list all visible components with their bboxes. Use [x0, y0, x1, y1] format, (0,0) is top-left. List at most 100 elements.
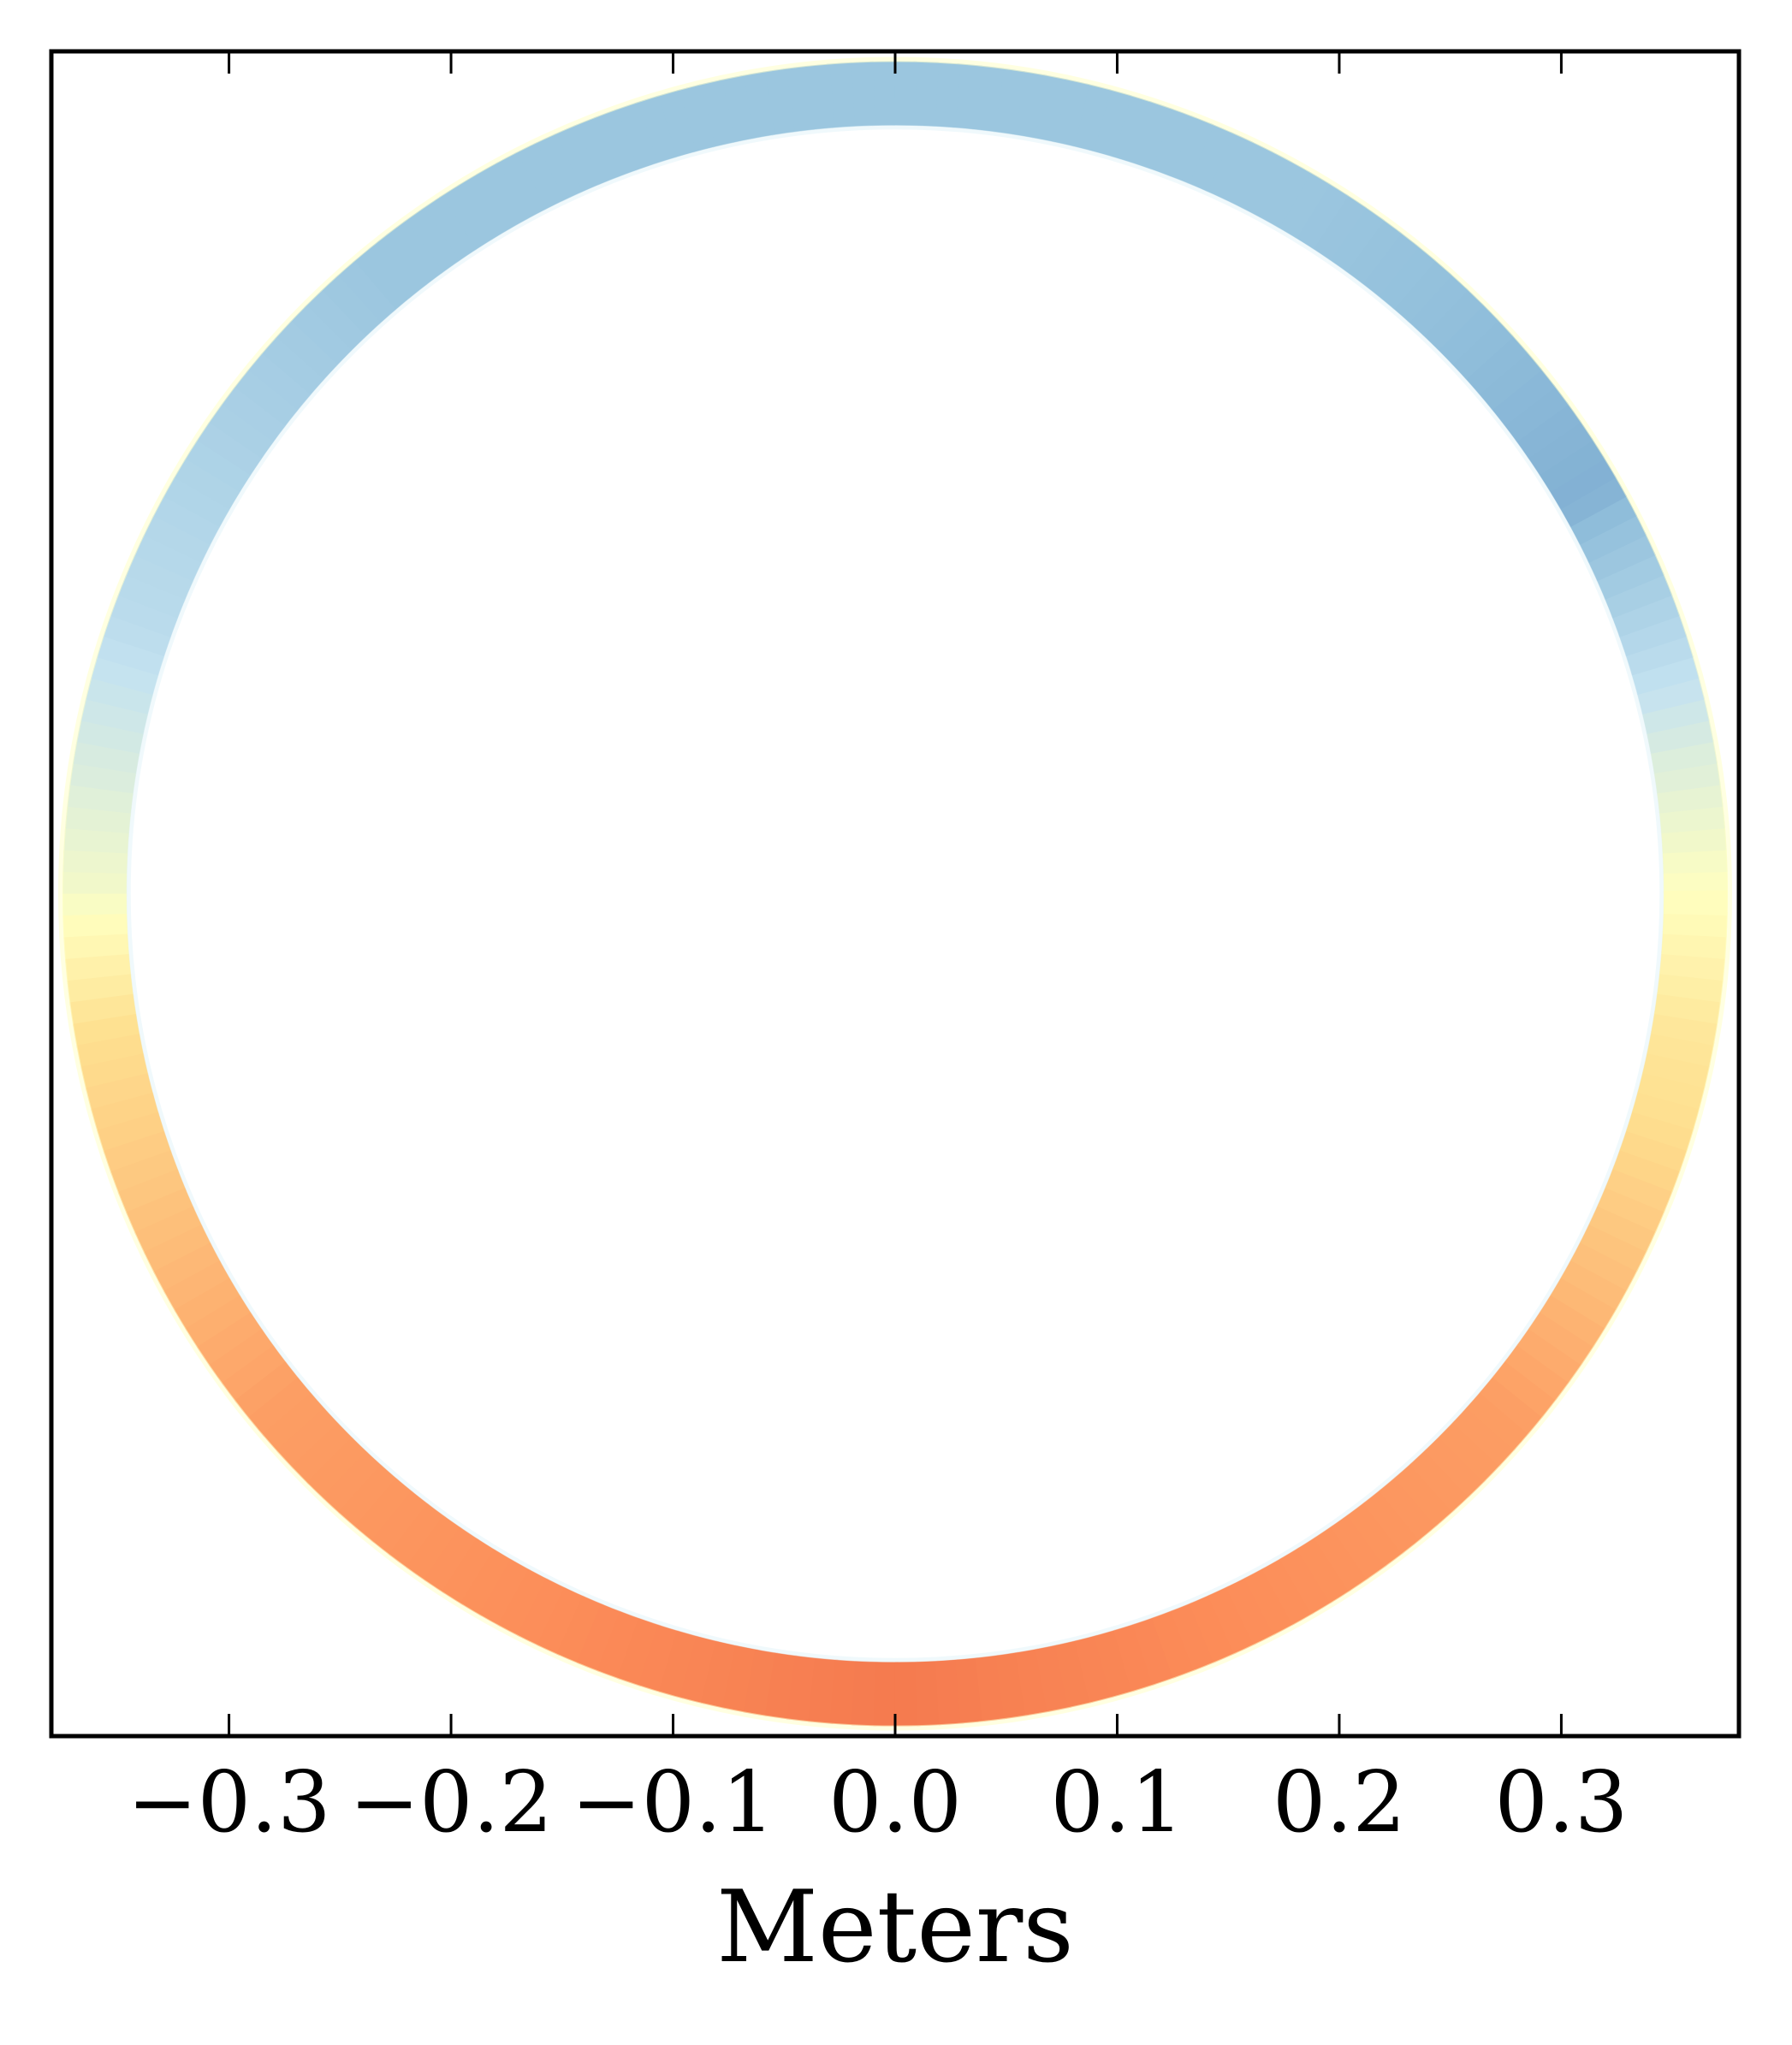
ring-segment — [1204, 132, 1254, 201]
ring-segment — [1409, 1449, 1471, 1513]
ring-segment — [274, 320, 338, 382]
ring-segment — [1646, 717, 1714, 755]
ring-segment — [352, 246, 412, 312]
ring-segment — [1578, 513, 1647, 564]
ring-segment — [1071, 83, 1111, 152]
x-ticks — [228, 51, 1563, 1736]
ring-segment — [743, 1649, 779, 1717]
ring-segment — [91, 1092, 160, 1134]
ring-segment — [1391, 258, 1453, 323]
ring-segment — [1537, 437, 1605, 493]
ring-segment — [576, 1603, 623, 1673]
ring-segment — [337, 1464, 399, 1529]
ring-segment — [1611, 592, 1681, 637]
ring-segment — [75, 720, 144, 757]
ring-segment — [442, 1538, 497, 1606]
ring-segment — [103, 1130, 172, 1175]
ring-segment — [134, 1206, 204, 1255]
x-tick-label: 0.3 — [1494, 1754, 1628, 1852]
ring-segment — [655, 89, 697, 158]
ring-segment — [1653, 991, 1722, 1024]
ring-segment — [1279, 1547, 1333, 1615]
ring-segment — [1362, 1488, 1422, 1555]
ring-segment — [385, 220, 444, 287]
ring-segment — [246, 353, 312, 413]
ring-segment — [322, 1450, 383, 1515]
ring-segment — [1569, 493, 1637, 546]
ring-segment — [142, 515, 211, 566]
ring-segment — [1186, 123, 1234, 193]
ring-segment — [1378, 1475, 1439, 1541]
ring-segment — [63, 828, 129, 857]
ring-segment — [1490, 367, 1556, 427]
ring-segment — [1560, 1257, 1629, 1311]
ring-segment — [1310, 193, 1368, 261]
ring-segment — [1393, 1462, 1455, 1527]
ring-segment — [1657, 970, 1724, 1003]
x-axis-label: Meters — [716, 1870, 1074, 1985]
ring-segment — [915, 1660, 942, 1727]
ring-segment — [1360, 231, 1420, 297]
ring-segment — [1296, 1536, 1352, 1604]
ring-segment — [697, 79, 736, 148]
ring-segment — [829, 1659, 858, 1726]
ring-segment — [247, 1377, 313, 1437]
ring-segment — [306, 1437, 369, 1500]
ring-segment — [783, 65, 816, 133]
ring-segment — [1636, 674, 1706, 715]
ring-segment — [804, 63, 835, 131]
ring-segment — [183, 440, 252, 495]
ring-segment — [1094, 1629, 1136, 1698]
ring-segment — [1625, 1108, 1695, 1152]
ring-segment — [1167, 115, 1214, 185]
ring-segment — [1052, 78, 1090, 147]
ring-segment — [932, 62, 961, 128]
ring-segment — [1035, 1644, 1072, 1713]
ring-segment — [423, 1526, 480, 1594]
ring-segment — [1658, 803, 1726, 834]
ring-segment — [537, 1586, 586, 1656]
ring-segment — [234, 1360, 300, 1420]
ring-segment — [172, 459, 240, 513]
ring-segment — [1579, 1221, 1648, 1272]
ring-segment — [368, 233, 428, 299]
ring-segment — [68, 763, 137, 797]
ring-segment — [206, 404, 274, 461]
ring-segment — [457, 172, 512, 240]
ring-segment — [64, 953, 132, 985]
ring-segment — [1604, 572, 1673, 619]
ring-segment — [1330, 1513, 1388, 1580]
ring-segment — [124, 554, 193, 603]
ring-segment — [221, 1345, 288, 1403]
ring-segment — [1569, 1239, 1639, 1291]
ring-segment — [1241, 150, 1293, 219]
ring-segment — [97, 1111, 166, 1154]
ring-segment — [1074, 1634, 1114, 1704]
ring-segment — [76, 1033, 145, 1070]
ring-segment — [1479, 1374, 1545, 1435]
ring-segment — [185, 1295, 253, 1350]
ring-segment — [1660, 825, 1727, 854]
ring-segment — [1132, 1616, 1177, 1686]
ring-segment — [63, 934, 130, 963]
ring-segment — [1423, 1434, 1486, 1498]
ring-segment — [1208, 1586, 1257, 1655]
ring-segment — [1595, 552, 1664, 601]
ring-segment — [1110, 94, 1153, 163]
ring-segment — [354, 1478, 414, 1544]
ring-segment — [808, 1657, 839, 1724]
ring-segment — [1662, 846, 1728, 874]
x-tick-label: −0.1 — [572, 1754, 775, 1852]
ring-segment — [952, 63, 982, 130]
ring-segment — [406, 1514, 463, 1582]
ring-segment — [1189, 1594, 1237, 1663]
ring-segment — [153, 1242, 222, 1295]
ring-segment — [232, 370, 299, 429]
ring-segment — [1293, 181, 1349, 250]
x-tick-label: 0.0 — [828, 1754, 962, 1852]
ring-segment — [335, 260, 397, 325]
ring-segment — [826, 62, 856, 128]
ring-segment — [1407, 272, 1469, 337]
ring-segment — [1619, 1128, 1688, 1172]
ring-segment — [533, 133, 583, 202]
